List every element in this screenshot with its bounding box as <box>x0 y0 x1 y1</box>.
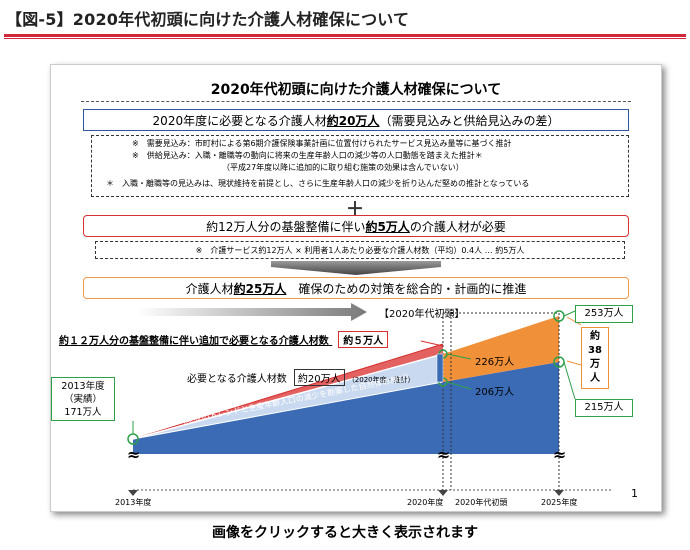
title-divider <box>81 101 631 102</box>
axis-2025: 2025年度 <box>541 498 578 507</box>
axis-2020: 2020年度 <box>407 498 444 507</box>
right-arrow-icon <box>137 303 367 321</box>
red-label-value: 約５万人 <box>338 331 389 348</box>
enlarge-caption: 画像をクリックすると大きく表示されます <box>212 525 478 541</box>
needed-label: 必要となる介護人材数 約20万人 （2020年度・推計） <box>187 369 415 386</box>
infrastructure-note: ※ 介護サービス約12万人 × 利用者1人あたり必要な介護人材数（平均）0.4人… <box>95 241 625 259</box>
supply-area <box>133 362 559 454</box>
label-215: 215万人 <box>575 399 633 417</box>
infrastructure-box: 約12万人分の基盤整備に伴い 約5万人 の介護人材が必要 <box>83 215 629 237</box>
red-label: 約１２万人分の基盤整備に伴い追加で必要となる介護人材数 約５万人 <box>59 331 389 348</box>
plus-icon: ＋ <box>346 199 364 220</box>
needed-workers-value: 約20万人 <box>326 113 380 128</box>
note-demand: ※ 需要見込み：市町村による第6期介護保険事業計画に位置付けられたサービス見込み… <box>132 139 512 148</box>
total-workers-box: 介護人材 約25万人 確保のための対策を総合的・計画的に推進 <box>83 277 629 299</box>
break-tilde-left: ≈ <box>127 445 141 464</box>
axis-2013: 2013年度 <box>115 498 152 507</box>
label-253: 253万人 <box>575 305 633 323</box>
label-2013-actual: （実績） <box>63 394 102 405</box>
axis-2020s: 2020年代初頭 <box>455 498 508 507</box>
slide-image[interactable]: 2020年代初頭に向けた介護人材確保について 2020年度に必要となる介護人材 … <box>50 64 662 512</box>
infrastructure-value: 約5万人 <box>365 219 410 234</box>
label-226: 226万人 <box>475 357 515 368</box>
page-number: 1 <box>631 487 638 500</box>
infrastructure-post: の介護人材が必要 <box>409 219 506 234</box>
note-asterisk: ＊ 入職・離職等の見込みは、現状維持を前提とし、さらに生産年齢人口の減少を折り込… <box>106 179 530 188</box>
total-workers-pre: 介護人材 <box>185 281 234 296</box>
label-206: 206万人 <box>475 387 515 398</box>
total-workers-post: 確保のための対策を総合的・計画的に推進 <box>286 281 527 296</box>
label-38: 約 38 万 人 <box>581 327 609 389</box>
label-38-man: 万 <box>590 359 600 370</box>
break-tilde-right: ≈ <box>553 445 567 464</box>
notes-box: ※ 需要見込み：市町村による第6期介護保険事業計画に位置付けられたサービス見込み… <box>91 135 629 197</box>
down-arrow-icon <box>271 261 441 275</box>
note-supply-sub: （平成27年度以降に追加的に取り組む施策の効果は含んでいない） <box>222 163 464 172</box>
label-38-nin: 人 <box>590 373 600 384</box>
note-supply: ※ 供給見込み：入職・離職等の動向に将来の生産年齢人口の減少等の人口動態を踏まえ… <box>132 151 483 160</box>
page-heading: 【図-5】2020年代初頭に向けた介護人材確保について <box>6 10 410 29</box>
label-2013-value: 171万人 <box>64 407 102 418</box>
label-38-approx: 約 <box>590 331 600 342</box>
needed-label-text: 必要となる介護人材数 <box>187 374 287 385</box>
chart-graphic <box>127 261 611 496</box>
heading-rule <box>4 34 686 37</box>
total-workers-value: 約25万人 <box>233 281 287 296</box>
infrastructure-pre: 約12万人分の基盤整備に伴い <box>206 219 366 234</box>
needed-workers-post: （需要見込みと供給見込みの差） <box>379 113 560 128</box>
needed-workers-pre: 2020年度に必要となる介護人材 <box>152 113 327 128</box>
red-label-text: 約１２万人分の基盤整備に伴い追加で必要となる介護人材数 <box>59 336 329 347</box>
period-label: 【2020年代初頭】 <box>379 309 465 320</box>
gap-area <box>443 316 559 382</box>
needed-label-note: （2020年度・推計） <box>347 376 415 384</box>
label-2013-year: 2013年度 <box>61 381 105 392</box>
slide-title: 2020年代初頭に向けた介護人材確保について <box>210 82 502 98</box>
label-2013: 2013年度 （実績） 171万人 <box>51 377 115 421</box>
needed-label-value: 約20万人 <box>293 369 345 386</box>
label-38-number: 38 <box>588 345 602 356</box>
needed-workers-box: 2020年度に必要となる介護人材 約20万人 （需要見込みと供給見込みの差） <box>83 109 629 131</box>
heading-rule-thin <box>4 38 686 39</box>
break-tilde-mid: ≈ <box>437 445 451 464</box>
